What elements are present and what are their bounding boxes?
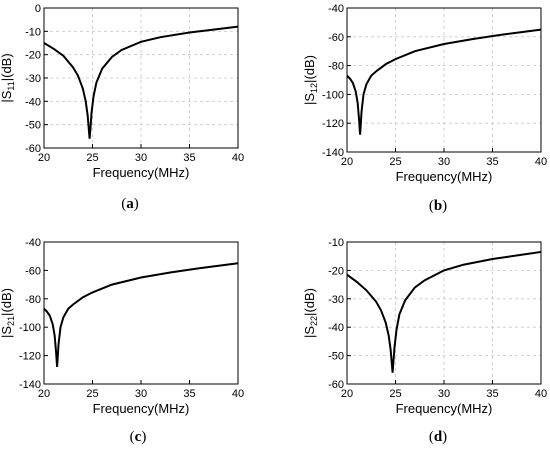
x-tick-label: 35 <box>486 156 498 168</box>
panel-label-letter: c <box>135 429 142 445</box>
x-tick-label: 25 <box>86 388 98 400</box>
series-line <box>43 262 239 368</box>
x-tick-label: 20 <box>341 388 353 400</box>
y-tick-label: -60 <box>328 32 344 44</box>
y-axis-label-main: |S <box>0 326 14 338</box>
panel-label-close: ) <box>141 429 146 445</box>
x-tick-label: 25 <box>86 152 98 164</box>
y-tick-label: -100 <box>322 89 344 101</box>
y-tick-label: -10 <box>25 26 41 38</box>
panel-label: (d) <box>429 429 447 445</box>
y-axis-label-subscript: 12 <box>309 83 319 93</box>
panel-label: (c) <box>130 429 147 445</box>
x-tick-label: 30 <box>438 156 450 168</box>
panel-label-open: ( <box>121 196 126 212</box>
y-axis-label-unit: |(dB) <box>302 288 317 316</box>
y-tick-label: -80 <box>25 294 41 306</box>
chart-panel-b: 20 25 30 35 40 -40 -60 -80 -100 -120 -140 Frequency… <box>302 3 547 214</box>
chart-panel-a: 20 25 30 35 40 0 -10 -20 -30 -40 -50 -60 Frequency(M… <box>0 3 244 212</box>
y-tick-label: -40 <box>25 237 41 249</box>
y-tick-label: -20 <box>25 50 41 62</box>
y-tick-label: 0 <box>35 3 41 15</box>
y-tick-label: -140 <box>19 379 41 391</box>
x-tick-label: 30 <box>135 152 147 164</box>
x-tick-label: 30 <box>438 388 450 400</box>
y-tick-label: -80 <box>328 61 344 73</box>
y-axis-label-subscript: 21 <box>6 316 16 326</box>
x-tick-label: 30 <box>135 388 147 400</box>
y-axis-label-unit: |(dB) <box>0 288 14 316</box>
y-axis-label-main: |S <box>0 90 14 102</box>
panel-label-close: ) <box>442 429 447 445</box>
panel-label-close: ) <box>134 196 139 212</box>
y-tick-label: -40 <box>328 3 344 15</box>
x-tick-label: 35 <box>183 152 195 164</box>
y-tick-label: -50 <box>25 120 41 132</box>
y-axis-label: |S21|(dB) <box>0 288 16 338</box>
y-tick-label: -60 <box>25 143 41 155</box>
panel-label-letter: a <box>126 196 134 212</box>
x-tick-label: 35 <box>486 388 498 400</box>
y-tick-label: -20 <box>328 265 344 277</box>
panel-label-close: ) <box>442 198 447 214</box>
x-tick-label: 20 <box>38 388 50 400</box>
x-axis-label: Frequency(MHz) <box>396 169 493 184</box>
y-tick-label: -10 <box>328 237 344 249</box>
x-tick-label: 35 <box>183 388 195 400</box>
chart-panel-c: 20 25 30 35 40 -40 -60 -80 -100 -120 -140 Frequency… <box>0 237 244 445</box>
x-tick-label: 25 <box>389 156 401 168</box>
y-tick-label: -50 <box>328 351 344 363</box>
y-tick-label: -120 <box>322 118 344 130</box>
x-tick-label: 25 <box>389 388 401 400</box>
y-tick-label: -100 <box>19 322 41 334</box>
panel-label-letter: b <box>434 198 442 214</box>
y-axis-label: |S12|(dB) <box>302 55 319 105</box>
panel-label-open: ( <box>429 429 434 445</box>
y-axis-label-main: |S <box>302 326 317 338</box>
y-axis-label-subscript: 22 <box>309 316 319 326</box>
y-axis-label: |S22|(dB) <box>302 288 319 338</box>
y-tick-label: -60 <box>25 265 41 277</box>
y-axis-label: |S11|(dB) <box>0 53 16 102</box>
panel-label: (a) <box>121 196 139 212</box>
y-tick-label: -120 <box>19 351 41 363</box>
y-tick-label: -30 <box>25 73 41 85</box>
x-tick-label: 20 <box>38 152 50 164</box>
series-line <box>346 28 542 135</box>
x-tick-label: 20 <box>341 156 353 168</box>
y-tick-label: -140 <box>322 147 344 159</box>
x-axis-label: Frequency(MHz) <box>93 401 190 416</box>
x-tick-label: 40 <box>232 152 244 164</box>
y-axis-label-unit: |(dB) <box>0 53 14 81</box>
panel-label: (b) <box>429 198 447 214</box>
series-line <box>346 250 542 373</box>
series-line <box>43 25 239 139</box>
x-axis-label: Frequency(MHz) <box>93 165 190 180</box>
x-axis-label: Frequency(MHz) <box>396 401 493 416</box>
x-tick-label: 40 <box>535 388 547 400</box>
plot-frame <box>43 241 239 385</box>
x-tick-label: 40 <box>535 156 547 168</box>
y-tick-label: -40 <box>328 322 344 334</box>
y-axis-label-subscript: 11 <box>6 81 16 90</box>
y-tick-label: -30 <box>328 294 344 306</box>
panel-label-letter: d <box>434 429 443 445</box>
panel-label-open: ( <box>429 198 434 214</box>
panel-label-open: ( <box>130 429 135 445</box>
y-axis-label-unit: |(dB) <box>302 55 317 83</box>
y-tick-label: -40 <box>25 96 41 108</box>
y-axis-label-main: |S <box>302 93 317 105</box>
x-tick-label: 40 <box>232 388 244 400</box>
chart-panel-d: 20 25 30 35 40 -10 -20 -30 -40 -50 -60 Frequency(MH… <box>302 237 547 445</box>
y-tick-label: -60 <box>328 379 344 391</box>
